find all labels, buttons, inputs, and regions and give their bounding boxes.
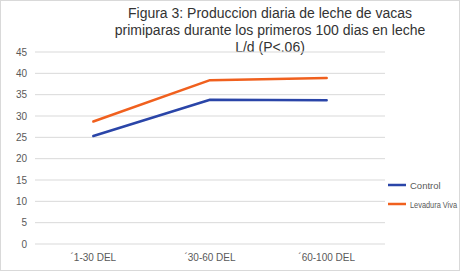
y-tick-label: 5 bbox=[21, 217, 27, 228]
legend-label: Levadura Viva bbox=[410, 199, 458, 210]
grid-line bbox=[35, 158, 385, 159]
chart-frame bbox=[1, 1, 460, 271]
series-line bbox=[93, 100, 326, 136]
y-tick-label: 10 bbox=[16, 196, 28, 207]
y-tick-label: 0 bbox=[21, 239, 27, 250]
y-tick-label: 25 bbox=[16, 132, 28, 143]
grid-line bbox=[35, 116, 385, 117]
series-line bbox=[93, 78, 326, 122]
legend-label: Control bbox=[410, 180, 441, 191]
y-tick-label: 30 bbox=[16, 111, 28, 122]
y-tick-label: 45 bbox=[16, 47, 28, 58]
x-tick-label: ´30-60 DEL bbox=[184, 252, 236, 263]
grid-line bbox=[35, 244, 385, 245]
legend-swatch bbox=[388, 184, 406, 187]
y-tick-label: 20 bbox=[16, 153, 28, 164]
x-tick-label: ´1-30 DEL bbox=[71, 252, 117, 263]
chart-title: Figura 3: Produccion diaria de leche de … bbox=[115, 5, 426, 55]
grid-line bbox=[35, 180, 385, 181]
chart-container: Figura 3: Produccion diaria de leche de … bbox=[0, 0, 460, 271]
grid-line bbox=[35, 94, 385, 95]
grid-line bbox=[35, 201, 385, 202]
grid-line bbox=[35, 73, 385, 74]
grid-line bbox=[35, 137, 385, 138]
grid-line bbox=[35, 222, 385, 223]
y-tick-label: 15 bbox=[16, 175, 28, 186]
chart-svg: Figura 3: Produccion diaria de leche de … bbox=[0, 0, 460, 271]
x-tick-label: ´60-100 DEL bbox=[298, 252, 355, 263]
plot-area bbox=[93, 78, 326, 136]
y-tick-label: 40 bbox=[16, 68, 28, 79]
legend-swatch bbox=[388, 203, 406, 206]
y-tick-label: 35 bbox=[16, 89, 28, 100]
grid-line bbox=[35, 52, 385, 53]
